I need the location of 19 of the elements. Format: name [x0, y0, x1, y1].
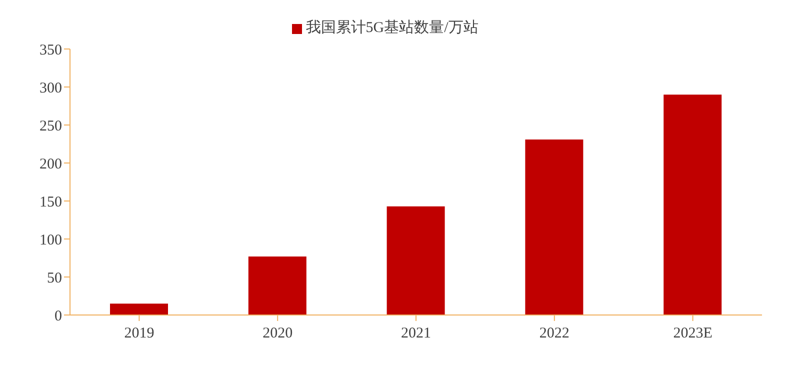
y-tick-label: 150 — [40, 194, 62, 210]
bar — [525, 139, 584, 315]
y-tick-label: 300 — [40, 80, 62, 96]
bar — [386, 206, 445, 315]
y-tick-label: 50 — [47, 270, 62, 286]
y-tick-label: 350 — [40, 42, 62, 58]
y-tick-label: 0 — [54, 308, 62, 324]
legend-label: 我国累计5G基站数量/万站 — [306, 20, 478, 36]
x-tick-label: 2020 — [262, 326, 293, 342]
x-tick-label: 2022 — [539, 326, 570, 342]
x-tick-label: 2021 — [401, 326, 431, 342]
y-tick-label: 200 — [40, 156, 62, 172]
bar — [664, 94, 722, 315]
bar — [110, 304, 168, 315]
y-tick-label: 250 — [40, 118, 62, 134]
y-tick-label: 100 — [40, 232, 62, 248]
bar — [248, 256, 306, 315]
x-tick-label: 2023E — [673, 326, 712, 342]
x-tick-label: 2019 — [124, 326, 154, 342]
